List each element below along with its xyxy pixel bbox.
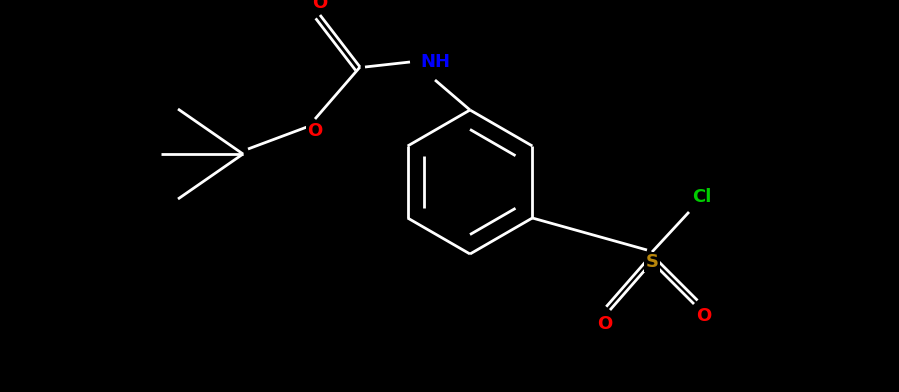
Text: O: O xyxy=(307,122,323,140)
Text: O: O xyxy=(597,315,612,333)
Text: O: O xyxy=(697,307,712,325)
Text: S: S xyxy=(645,253,658,271)
Text: O: O xyxy=(312,0,327,12)
Text: NH: NH xyxy=(420,53,450,71)
Text: Cl: Cl xyxy=(692,188,712,206)
